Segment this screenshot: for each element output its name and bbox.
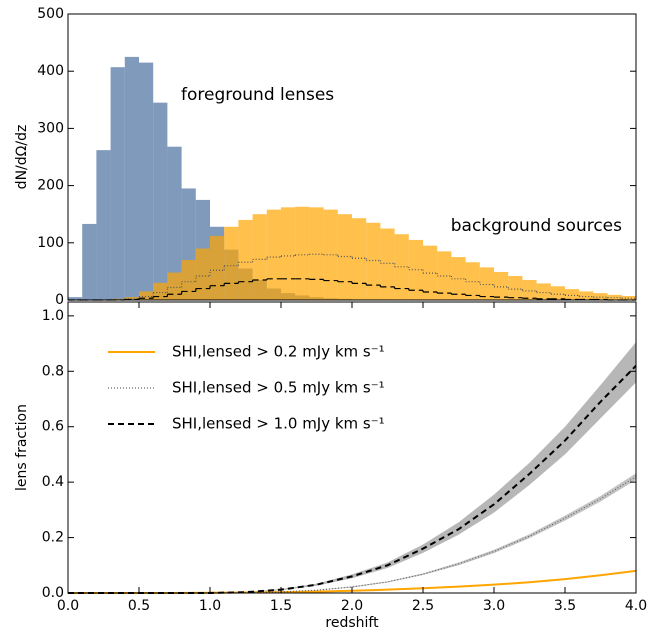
histogram-bar bbox=[465, 262, 480, 300]
histogram-bar bbox=[210, 235, 225, 300]
histogram-bar bbox=[394, 234, 409, 300]
histogram-bar bbox=[82, 223, 97, 300]
x-tick-label: 1.0 bbox=[199, 598, 221, 614]
histogram-bar bbox=[68, 297, 83, 300]
histogram-bar bbox=[366, 222, 381, 300]
histogram-bar bbox=[550, 286, 565, 300]
y-tick-label: 200 bbox=[37, 178, 64, 194]
x-tick-label: 2.5 bbox=[412, 598, 434, 614]
y-tick-label: 400 bbox=[37, 63, 64, 79]
x-tick-label: 0.5 bbox=[128, 598, 150, 614]
histogram-bar bbox=[352, 218, 367, 300]
histogram-bar bbox=[153, 282, 168, 300]
y-tick-label: 100 bbox=[37, 235, 64, 251]
x-tick-label: 3.5 bbox=[554, 598, 576, 614]
histogram-bar bbox=[323, 209, 338, 300]
histogram-bar bbox=[110, 67, 125, 300]
histogram-bar bbox=[110, 298, 125, 300]
histogram-bar bbox=[579, 291, 594, 300]
histogram-bar bbox=[309, 207, 324, 300]
histogram-bar bbox=[167, 146, 182, 300]
x-tick-label: 4.0 bbox=[625, 598, 647, 614]
histogram-bar bbox=[423, 245, 438, 300]
histogram-bar bbox=[139, 291, 154, 300]
y-axis-label: dN/dΩ/dz bbox=[14, 125, 30, 190]
histogram-bar bbox=[124, 56, 139, 301]
histogram-bar bbox=[408, 239, 423, 300]
histogram-bar bbox=[451, 257, 466, 300]
histogram-bar bbox=[522, 279, 537, 300]
histogram-bar bbox=[238, 219, 253, 300]
histogram-bar bbox=[380, 228, 395, 300]
step-riser bbox=[124, 278, 609, 300]
histogram-bar bbox=[508, 275, 523, 300]
x-tick-label: 3.0 bbox=[483, 598, 505, 614]
histogram-bar bbox=[494, 271, 509, 300]
y-tick-label: 0.2 bbox=[42, 530, 64, 546]
y-tick-label: 1.0 bbox=[42, 308, 64, 324]
x-tick-label: 1.5 bbox=[270, 598, 292, 614]
histogram-bar bbox=[96, 150, 111, 300]
histogram-bar bbox=[266, 209, 281, 300]
legend-label: SHI,lensed > 0.5 mJy km s⁻¹ bbox=[172, 379, 385, 397]
histogram-bar bbox=[337, 214, 352, 300]
histogram-bar bbox=[139, 62, 154, 301]
histogram-bar bbox=[437, 251, 452, 300]
histogram-bar bbox=[295, 206, 310, 300]
histogram-bar bbox=[536, 283, 551, 300]
histogram-bar bbox=[124, 297, 139, 300]
legend-label: SHI,lensed > 1.0 mJy km s⁻¹ bbox=[172, 415, 385, 433]
histogram-bar bbox=[195, 248, 210, 300]
histogram-bar bbox=[607, 294, 622, 300]
histogram-bar bbox=[621, 295, 636, 300]
histogram-bar bbox=[565, 289, 580, 300]
histogram-bar bbox=[181, 259, 196, 300]
histogram-bar bbox=[167, 272, 182, 300]
histogram-bar bbox=[281, 207, 296, 300]
x-axis-label: redshift bbox=[325, 615, 379, 631]
y-tick-label: 500 bbox=[37, 6, 64, 22]
y-axis-label: lens fraction bbox=[14, 404, 30, 491]
y-tick-label: 0 bbox=[55, 292, 64, 308]
histogram-bar bbox=[224, 226, 239, 300]
data-line bbox=[68, 365, 637, 594]
y-tick-label: 0.0 bbox=[42, 585, 64, 601]
legend-label: SHI,lensed > 0.2 mJy km s⁻¹ bbox=[172, 343, 385, 361]
histogram-bar bbox=[479, 267, 494, 300]
annotation: background sources bbox=[451, 216, 622, 236]
plot-frame bbox=[67, 13, 637, 301]
histogram-bar bbox=[593, 293, 608, 300]
y-tick-label: 300 bbox=[37, 120, 64, 136]
x-tick-label: 0.0 bbox=[57, 598, 79, 614]
histogram-bar bbox=[153, 102, 168, 300]
step-riser bbox=[110, 254, 623, 300]
y-tick-label: 0.8 bbox=[42, 363, 64, 379]
x-tick-label: 2.0 bbox=[341, 598, 363, 614]
annotation: foreground lenses bbox=[181, 85, 334, 105]
y-tick-label: 0.4 bbox=[42, 474, 64, 490]
y-tick-label: 0.6 bbox=[42, 419, 64, 435]
histogram-bar bbox=[252, 214, 267, 300]
